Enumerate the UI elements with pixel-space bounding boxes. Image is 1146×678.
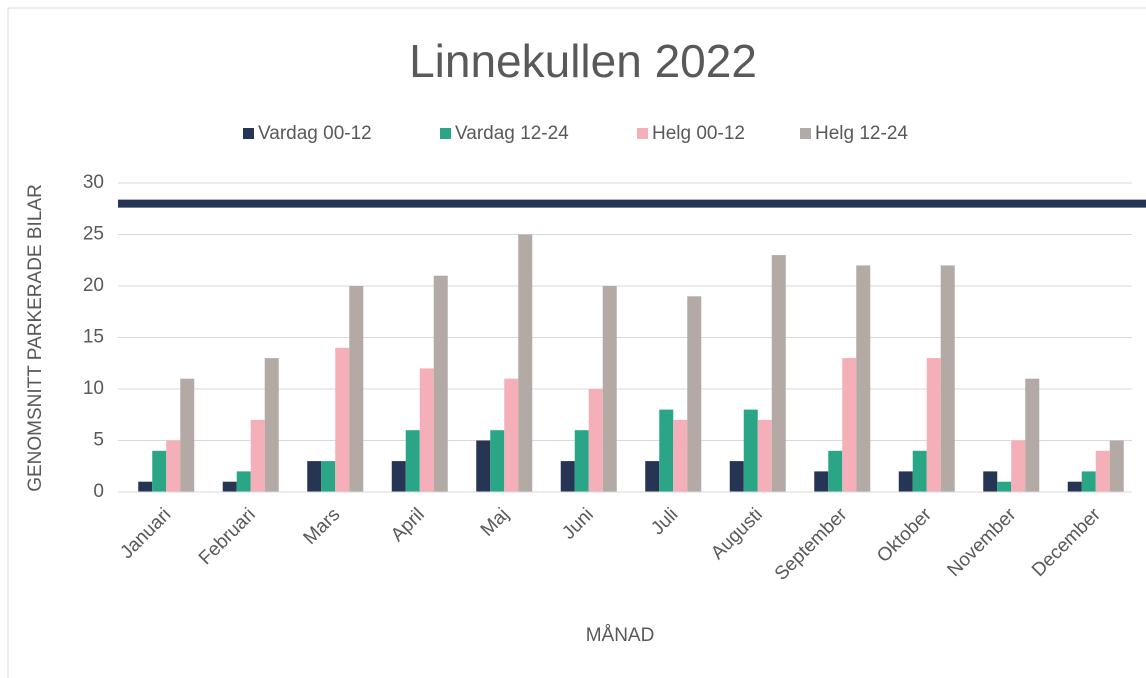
x-tick-label: September bbox=[771, 504, 852, 585]
bar bbox=[1011, 440, 1026, 492]
bar bbox=[588, 389, 603, 492]
bar bbox=[236, 471, 251, 492]
x-tick-label: Januari bbox=[116, 504, 175, 563]
bar bbox=[743, 409, 758, 492]
bar bbox=[1109, 440, 1124, 492]
x-tick-label: April bbox=[387, 504, 429, 546]
y-tick-label: 20 bbox=[83, 275, 104, 296]
bar bbox=[771, 255, 786, 492]
bar bbox=[307, 461, 322, 492]
bar bbox=[997, 481, 1012, 492]
bar bbox=[504, 378, 519, 492]
bar bbox=[912, 450, 927, 492]
bar bbox=[842, 358, 857, 492]
bar bbox=[814, 471, 829, 492]
bar bbox=[180, 378, 195, 492]
x-tick-label: Mars bbox=[300, 504, 345, 549]
bar bbox=[391, 461, 406, 492]
bar bbox=[1095, 450, 1110, 492]
legend-swatch bbox=[440, 128, 451, 139]
bar bbox=[419, 368, 434, 492]
y-tick-label: 0 bbox=[93, 481, 104, 502]
bar bbox=[856, 265, 871, 492]
bar bbox=[574, 430, 589, 492]
bar bbox=[349, 286, 364, 492]
bar bbox=[940, 265, 955, 492]
bar bbox=[1025, 378, 1040, 492]
legend-swatch bbox=[243, 128, 254, 139]
bar bbox=[828, 450, 843, 492]
x-tick-label: Februari bbox=[195, 504, 260, 569]
bar bbox=[321, 461, 336, 492]
bar bbox=[433, 275, 448, 492]
bar bbox=[659, 409, 674, 492]
legend-swatch bbox=[800, 128, 811, 139]
y-tick-label: 30 bbox=[83, 172, 104, 193]
y-axis-label: GENOMSNITT PARKERADE BILAR bbox=[25, 184, 46, 492]
bar bbox=[518, 234, 533, 492]
bar bbox=[729, 461, 744, 492]
bar bbox=[166, 440, 181, 492]
chart-frame bbox=[7, 7, 1146, 678]
x-tick-label: November bbox=[944, 504, 1021, 581]
bar bbox=[476, 440, 491, 492]
bar bbox=[138, 481, 153, 492]
bar bbox=[405, 430, 420, 492]
bar bbox=[264, 358, 279, 492]
bar bbox=[602, 286, 617, 492]
x-axis-label: MÅNAD bbox=[586, 625, 655, 646]
y-tick-label: 10 bbox=[83, 378, 104, 399]
bar bbox=[335, 347, 350, 492]
bar bbox=[1067, 481, 1082, 492]
chart-title: Linnekullen 2022 bbox=[409, 35, 757, 87]
bar bbox=[673, 419, 688, 492]
bar bbox=[757, 419, 772, 492]
bar bbox=[222, 481, 237, 492]
bar bbox=[983, 471, 998, 492]
legend-label: Helg 00-12 bbox=[652, 123, 745, 144]
bar bbox=[687, 296, 702, 492]
x-tick-label: Maj bbox=[477, 504, 514, 541]
legend-label: Vardag 12-24 bbox=[455, 123, 569, 144]
y-tick-label: 5 bbox=[93, 430, 104, 451]
legend-swatch bbox=[637, 128, 648, 139]
x-tick-label: December bbox=[1028, 504, 1105, 581]
legend-label: Helg 12-24 bbox=[815, 123, 908, 144]
bar bbox=[250, 419, 265, 492]
bar bbox=[490, 430, 505, 492]
bar bbox=[645, 461, 660, 492]
x-tick-label: Augusti bbox=[707, 504, 767, 564]
bar bbox=[560, 461, 575, 492]
bar bbox=[152, 450, 167, 492]
x-tick-label: Juli bbox=[647, 504, 682, 539]
legend-label: Vardag 00-12 bbox=[258, 123, 372, 144]
y-tick-label: 25 bbox=[83, 224, 104, 245]
bar bbox=[898, 471, 913, 492]
bar bbox=[1081, 471, 1096, 492]
y-tick-label: 15 bbox=[83, 327, 104, 348]
x-tick-label: Oktober bbox=[873, 504, 936, 567]
x-tick-label: Juni bbox=[558, 504, 597, 543]
bar bbox=[926, 358, 941, 492]
